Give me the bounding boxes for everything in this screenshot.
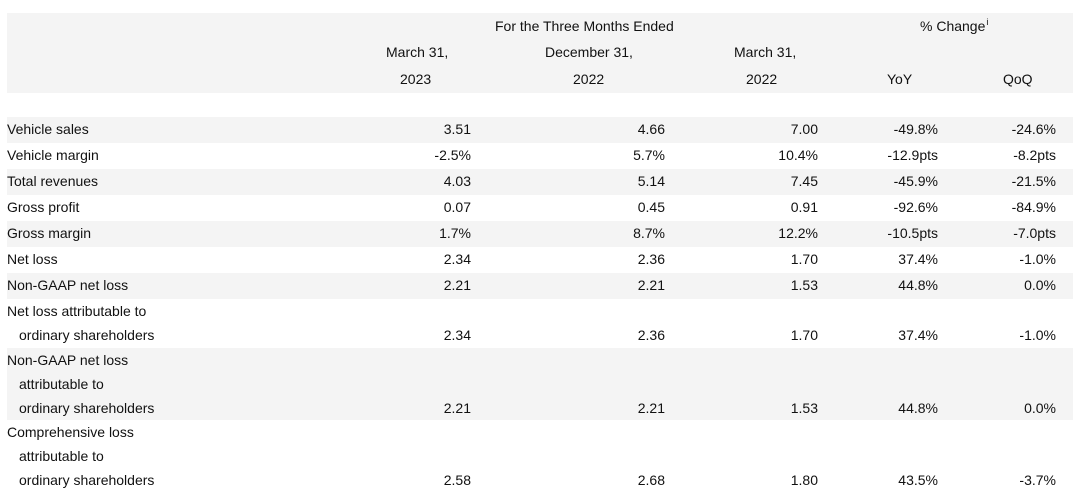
row-label: Vehicle margin: [7, 147, 99, 163]
header-col3-line2: 2022: [746, 71, 778, 87]
row-value-col2: 2.68: [637, 472, 665, 488]
row-value-col2: 5.14: [637, 173, 665, 189]
row-label: Net loss: [7, 251, 58, 267]
header-group-three-months: For the Three Months Ended: [495, 18, 674, 34]
info-superscript-icon: i: [986, 17, 989, 27]
row-value-col3: 1.53: [790, 277, 818, 293]
row-value-col5: -8.2pts: [1013, 147, 1056, 163]
row-value-col5: -84.9%: [1011, 199, 1056, 215]
row-value-col4: 37.4%: [898, 327, 938, 343]
row-value-col1: 0.07: [443, 199, 471, 215]
row-label: ordinary shareholders: [19, 472, 155, 488]
row-value-col5: 0.0%: [1024, 277, 1056, 293]
row-value-col2: 2.21: [637, 277, 665, 293]
row-value-col3: 1.53: [790, 400, 818, 416]
row-value-col3: 10.4%: [778, 147, 818, 163]
row-value-col1: 2.34: [443, 251, 471, 267]
table-row: [7, 169, 1073, 195]
row-value-col3: 1.70: [790, 327, 818, 343]
header-group-percent-change: % Changei: [920, 17, 989, 34]
row-value-col4: 37.4%: [898, 251, 938, 267]
row-value-col5: 0.0%: [1024, 400, 1056, 416]
row-label: Gross margin: [7, 225, 92, 241]
header-col5-qoq: QoQ: [1003, 71, 1033, 87]
header-col1-line2: 2023: [400, 71, 432, 87]
row-value-col5: -21.5%: [1011, 173, 1056, 189]
table-row: [7, 273, 1073, 299]
row-value-col3: 7.45: [790, 173, 818, 189]
table-row: [7, 348, 1073, 420]
row-value-col3: 1.70: [790, 251, 818, 267]
row-value-col4: -92.6%: [893, 199, 938, 215]
row-value-col4: 43.5%: [898, 472, 938, 488]
row-label: attributable to: [19, 448, 104, 464]
row-label: Vehicle sales: [7, 121, 89, 137]
row-value-col4: 44.8%: [898, 277, 938, 293]
row-value-col2: 2.36: [637, 327, 665, 343]
row-value-col1: 2.21: [443, 400, 471, 416]
row-value-col4: 44.8%: [898, 400, 938, 416]
table-row: [7, 221, 1073, 247]
row-value-col3: 1.80: [790, 472, 818, 488]
row-label: Gross profit: [7, 199, 80, 215]
row-value-col5: -7.0pts: [1013, 225, 1056, 241]
row-value-col3: 0.91: [790, 199, 818, 215]
row-value-col4: -12.9pts: [887, 147, 938, 163]
row-value-col2: 0.45: [637, 199, 665, 215]
header-col4-yoy: YoY: [887, 71, 913, 87]
header-col3-line1: March 31,: [734, 44, 797, 60]
row-value-col2: 8.7%: [633, 225, 665, 241]
row-value-col1: 4.03: [443, 173, 471, 189]
row-value-col1: 3.51: [443, 121, 471, 137]
header-col2-line1: December 31,: [545, 44, 633, 60]
row-value-col1: 2.34: [443, 327, 471, 343]
row-value-col5: -1.0%: [1019, 251, 1056, 267]
row-value-col1: 2.58: [443, 472, 471, 488]
row-value-col1: -2.5%: [434, 147, 471, 163]
row-label: ordinary shareholders: [19, 327, 155, 343]
header-percent-change-label: % Change: [920, 18, 986, 34]
row-value-col2: 4.66: [637, 121, 665, 137]
row-label: attributable to: [19, 376, 104, 392]
row-value-col4: -45.9%: [893, 173, 938, 189]
row-value-col3: 12.2%: [778, 225, 818, 241]
row-label: Non-GAAP net loss: [7, 352, 129, 368]
row-value-col2: 5.7%: [633, 147, 665, 163]
row-label: Comprehensive loss: [7, 424, 134, 440]
header-col2-line2: 2022: [573, 71, 605, 87]
row-value-col5: -1.0%: [1019, 327, 1056, 343]
table-row: [7, 117, 1073, 143]
row-value-col4: -10.5pts: [887, 225, 938, 241]
row-value-col5: -24.6%: [1011, 121, 1056, 137]
row-label: ordinary shareholders: [19, 400, 155, 416]
header-band: [7, 13, 1073, 93]
row-label: Net loss attributable to: [7, 303, 147, 319]
row-value-col2: 2.21: [637, 400, 665, 416]
row-value-col1: 1.7%: [439, 225, 471, 241]
row-value-col1: 2.21: [443, 277, 471, 293]
row-value-col2: 2.36: [637, 251, 665, 267]
row-value-col3: 7.00: [790, 121, 818, 137]
row-value-col4: -49.8%: [893, 121, 938, 137]
row-label: Non-GAAP net loss: [7, 277, 129, 293]
row-label: Total revenues: [7, 173, 99, 189]
row-value-col5: -3.7%: [1019, 472, 1056, 488]
header-col1-line1: March 31,: [386, 44, 449, 60]
